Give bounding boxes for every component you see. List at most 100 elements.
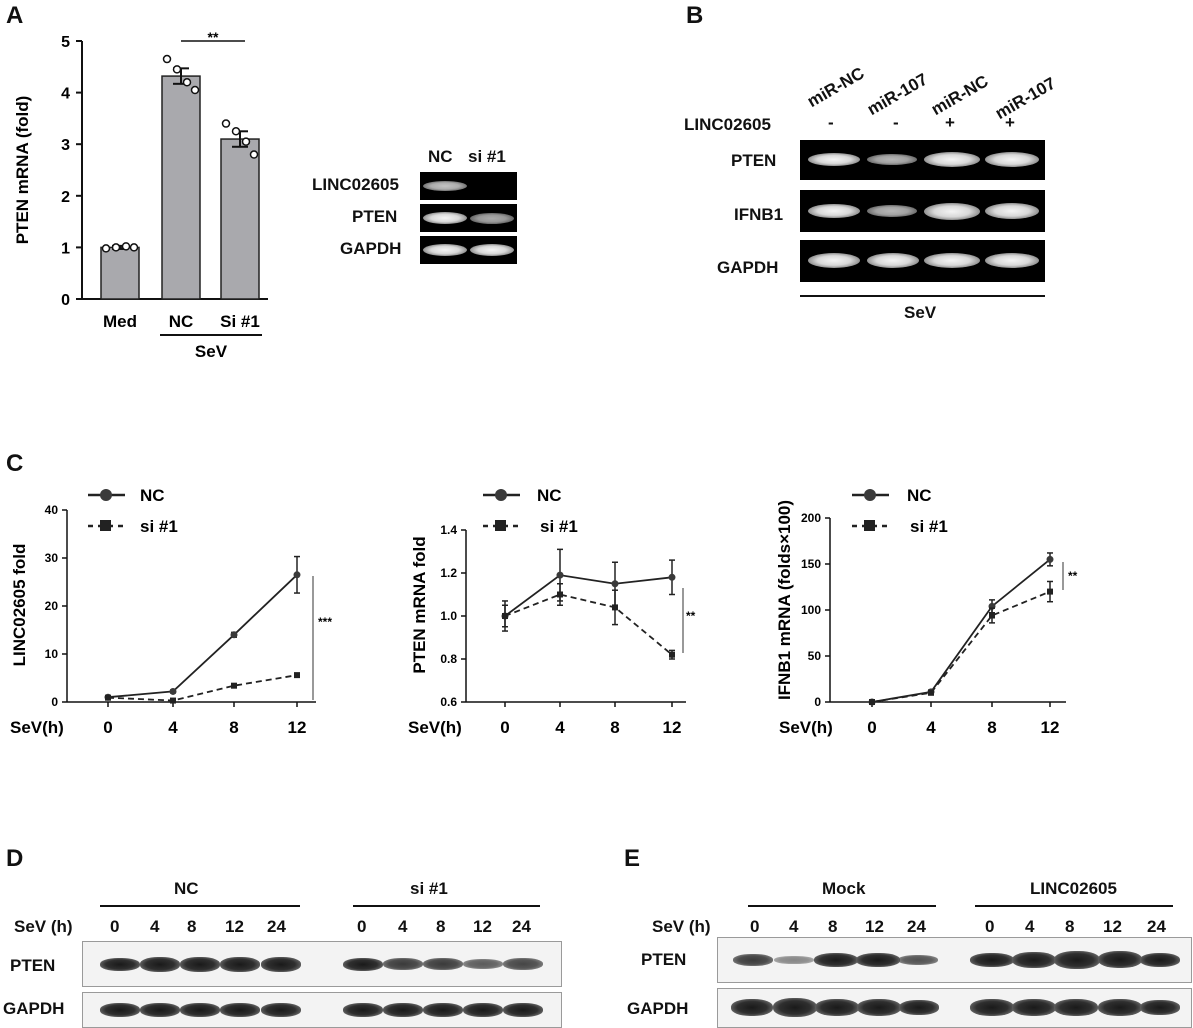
blot-d-t-si-0: 0 — [357, 917, 367, 936]
blot-e-pten-band — [856, 953, 900, 967]
blot-e-group-linc: LINC02605 — [1030, 879, 1117, 898]
blot-e-gapdh-band — [899, 1000, 939, 1015]
chart-2-ytick-label: 1.2 — [440, 566, 457, 580]
gel-b-lane-3: miR-NC — [928, 71, 992, 120]
panel-a-datapoint — [231, 127, 241, 136]
panel-a-ytick-label: 3 — [61, 137, 70, 154]
blot-d-pten — [82, 941, 562, 987]
chart-3-point-nc — [1046, 555, 1054, 563]
blot-e-time-label: SeV (h) — [652, 917, 711, 936]
chart-2-series-nc-line — [504, 574, 673, 617]
gel-a-linc-band-nc — [423, 181, 467, 191]
blot-d-t-nc-4: 4 — [150, 917, 160, 936]
blot-d-pten-band — [383, 958, 423, 970]
blot-d-pten-band — [343, 958, 383, 971]
panel-a-datapoint — [111, 243, 121, 252]
blot-d-pten-band — [463, 959, 503, 969]
blot-d-gapdh-band — [343, 1003, 383, 1017]
blot-e-line-linc — [975, 905, 1173, 907]
chart-3-point-si1 — [989, 612, 995, 619]
chart-1-xtick-label: 0 — [103, 718, 112, 737]
chart-2-xtick-label: 0 — [500, 718, 509, 737]
panel-a-ytick-label: 0 — [61, 292, 70, 309]
gel-b-lane-1: miR-NC — [804, 63, 868, 112]
blot-e-gapdh-band — [1012, 999, 1056, 1016]
panel-label-c: C — [6, 450, 24, 477]
panel-a-datapoint — [172, 65, 182, 74]
blot-d-gapdh-band — [383, 1003, 423, 1017]
chart-1-ytick-label: 0 — [51, 695, 58, 709]
blot-e-t-linc-4: 4 — [1025, 917, 1035, 936]
blot-e-row-pten: PTEN — [641, 950, 687, 969]
blot-d-time-label: SeV (h) — [14, 917, 73, 936]
gel-a-lane-nc: NC — [428, 147, 453, 166]
blot-d-gapdh-band — [261, 1003, 301, 1017]
blot-e-gapdh-band — [731, 999, 773, 1016]
blot-e-t-mock-0: 0 — [750, 917, 760, 936]
panel-a-datapoint — [221, 119, 231, 128]
blot-d-group-si1: si #1 — [410, 879, 448, 898]
chart-1-point-nc — [230, 631, 238, 639]
chart-1-point-nc — [169, 687, 177, 695]
gel-b-ifnb1-blot — [800, 190, 1045, 232]
chart-2-point-nc — [668, 573, 676, 581]
gel-b-pten-band-1 — [808, 153, 860, 166]
chart-3-ytick-label: 200 — [801, 511, 821, 525]
panel-a-cat-si1: Si #1 — [220, 312, 260, 331]
gel-b-ifnb1-band-1 — [808, 204, 860, 218]
chart-1-xtick-label: 12 — [288, 718, 307, 737]
chart-2-xtick-label: 8 — [610, 718, 619, 737]
chart-1-point-si1 — [170, 697, 176, 704]
chart-1-sig: *** — [318, 615, 332, 629]
chart-2-xtick-label: 12 — [663, 718, 682, 737]
blot-e-gapdh — [717, 988, 1192, 1028]
blot-d-t-nc-0: 0 — [110, 917, 120, 936]
blot-e-pten-band — [774, 956, 814, 964]
chart-1-ytick-label: 30 — [45, 551, 59, 565]
gel-b-sign-3: + — [945, 113, 955, 132]
blot-d-t-si-24: 24 — [512, 917, 531, 936]
chart-2-point-nc — [611, 580, 619, 588]
chart-1-ytick-label: 10 — [45, 647, 59, 661]
blot-e-gapdh-band — [773, 998, 817, 1017]
gel-a-row-pten: PTEN — [352, 207, 398, 226]
gel-b-gapdh-band-4 — [985, 253, 1039, 268]
blot-e-pten-band — [898, 955, 938, 965]
legend-si-marker — [495, 520, 506, 531]
gel-b-ifnb1-band-3 — [924, 203, 980, 220]
chart-1-point-si1 — [231, 682, 237, 689]
chart-1-series-nc-line — [107, 574, 298, 699]
chart-2-sig: ** — [686, 609, 696, 623]
chart-2-point-si1 — [502, 613, 508, 619]
panel-a-datapoint — [182, 78, 192, 87]
legend-chart-3: NC si #1 — [852, 486, 948, 536]
gel-b-gapdh-band-1 — [808, 253, 860, 268]
blot-d-line-si1 — [353, 905, 540, 907]
gel-b-ifnb1-band-4 — [985, 203, 1039, 219]
gel-b-pten-band-4 — [985, 152, 1039, 167]
blot-e-pten — [717, 937, 1192, 983]
blot-d-pten-band — [140, 957, 180, 972]
blot-d-gapdh-band — [100, 1003, 140, 1017]
blot-e-gapdh-band — [857, 999, 901, 1016]
chart-3-xtick-label: 4 — [926, 718, 936, 737]
panel-a-datapoint — [190, 85, 200, 95]
chart-2-ytick-label: 1.4 — [440, 523, 457, 537]
chart-3-series-nc-line — [871, 558, 1051, 703]
legend-nc-marker — [864, 489, 876, 501]
gel-b-sign-1: - — [828, 113, 834, 132]
panel-a-datapoint — [129, 243, 139, 252]
chart-1-xlabel: SeV(h) — [10, 718, 64, 737]
gel-b-pten-band-2 — [867, 154, 917, 165]
blot-e-pten-band — [1012, 952, 1056, 968]
legend-nc-label: NC — [140, 486, 165, 505]
chart-3-xtick-label: 8 — [987, 718, 996, 737]
blot-d-group-nc: NC — [174, 879, 199, 898]
panel-label-a: A — [6, 2, 24, 29]
legend-nc-label: NC — [537, 486, 562, 505]
blot-e-pten-band — [1054, 951, 1100, 969]
gel-b-gapdh-band-3 — [924, 253, 980, 268]
chart-2-point-nc — [556, 571, 564, 579]
chart-1-point-si1 — [294, 672, 300, 679]
gel-b-pten-blot — [800, 140, 1045, 180]
